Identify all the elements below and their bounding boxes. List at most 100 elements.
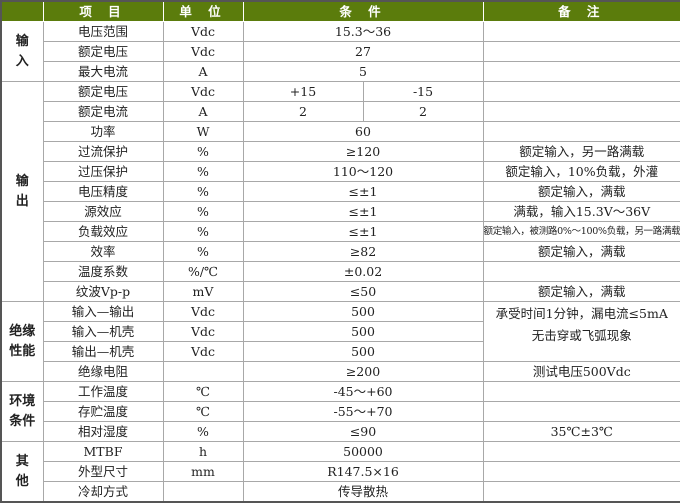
condition: -45～+60 xyxy=(242,381,484,402)
table-row: 绝缘电阻 ≥200 测试电压500Vdc xyxy=(1,361,680,382)
remark xyxy=(482,21,680,42)
condition: 传导散热 xyxy=(242,481,484,503)
item-name: 输入—机壳 xyxy=(42,321,164,342)
condition: -55～+70 xyxy=(242,401,484,422)
item-name: 效率 xyxy=(42,241,164,262)
condition: ≥120 xyxy=(242,141,484,162)
condition: R147.5×16 xyxy=(242,461,484,482)
table-row: 存贮温度 ℃ -55～+70 xyxy=(1,401,680,422)
group-label-text: 绝缘性能 xyxy=(9,323,36,359)
table-row: 其他 MTBF h 50000 xyxy=(0,441,680,503)
table-row: 源效应% ≤±1 满载，输入15.3V～36V xyxy=(1,201,680,222)
remark xyxy=(482,441,680,462)
remark xyxy=(482,101,680,122)
remark: 额定输入，满载 xyxy=(482,281,680,302)
remark-line: 承受时间1分钟，漏电流≤5mA xyxy=(495,306,668,321)
remark: 35℃±3℃ xyxy=(482,421,680,442)
table-row: 输入 电压范围 Vdc 15.3～36 xyxy=(0,21,680,82)
group-label: 输出 xyxy=(0,81,44,302)
item-name: 外型尺寸 xyxy=(42,461,164,482)
remark xyxy=(482,121,680,142)
condition: ≤±1 xyxy=(242,221,484,242)
unit: % xyxy=(162,201,244,222)
header-item: 项 目 xyxy=(42,0,164,22)
table-row: 纹波Vp-p mV ≤50 额定输入，满载 xyxy=(1,281,680,302)
condition: 5 xyxy=(242,61,484,82)
item-name: 输入—输出 xyxy=(42,301,164,322)
group-label-text: 环境条件 xyxy=(9,393,36,429)
table-row: 负载效应% ≤±1 额定输入，被测路0%～100%负载，另一路满载 xyxy=(1,221,680,242)
condition-2: 2 xyxy=(362,101,484,122)
unit: % xyxy=(162,161,244,182)
item-name: 额定电压 xyxy=(42,41,164,62)
remark-line: 无击穿或飞弧现象 xyxy=(531,328,632,343)
condition: ≤50 xyxy=(242,281,484,302)
remark: 测试电压500Vdc xyxy=(482,361,680,382)
condition: ≥200 xyxy=(242,361,484,382)
remark xyxy=(482,61,680,82)
condition: 2 xyxy=(242,101,364,122)
table-row: 电压精度% ≤±1 额定输入，满载 xyxy=(1,181,680,202)
unit: % xyxy=(162,241,244,262)
unit: A xyxy=(162,61,244,82)
table-row: 冷却方式 传导散热 xyxy=(1,481,680,503)
condition: 15.3～36 xyxy=(242,21,484,42)
item-name: MTBF xyxy=(42,441,164,462)
condition: 27 xyxy=(242,41,484,62)
item-name: 相对湿度 xyxy=(42,421,164,442)
unit: Vdc xyxy=(162,81,244,102)
unit: Vdc xyxy=(162,41,244,62)
condition: 60 xyxy=(242,121,484,142)
table-row: 环境条件 工作温度 ℃ -45～+60 xyxy=(0,381,680,442)
table-row: 最大电流 A 5 xyxy=(1,61,680,82)
item-name: 额定电流 xyxy=(42,101,164,122)
unit: mV xyxy=(162,281,244,302)
table-row: 额定电压 Vdc 27 xyxy=(1,41,680,62)
condition: ±0.02 xyxy=(242,261,484,282)
condition: 500 xyxy=(242,321,484,342)
unit: ℃ xyxy=(162,401,244,422)
item-name: 源效应 xyxy=(42,201,164,222)
unit: ℃ xyxy=(162,381,244,402)
remark xyxy=(482,81,680,102)
remark xyxy=(482,41,680,62)
condition: ≤±1 xyxy=(242,181,484,202)
item-name: 纹波Vp-p xyxy=(42,281,164,302)
remark xyxy=(482,401,680,422)
item-name: 额定电压 xyxy=(42,81,164,102)
unit: Vdc xyxy=(162,341,244,362)
table-row: 过压保护% 110～120 额定输入，10%负载，外灌 xyxy=(1,161,680,182)
table-row: 温度系数 %/℃ ±0.02 xyxy=(1,261,680,282)
unit: % xyxy=(162,221,244,242)
unit: %/℃ xyxy=(162,261,244,282)
unit: W xyxy=(162,121,244,142)
condition-2: -15 xyxy=(362,81,484,102)
item-name: 绝缘电阻 xyxy=(42,361,164,382)
header-condition: 条 件 xyxy=(242,0,484,22)
table-row: 效率% ≥82 额定输入，满载 xyxy=(1,241,680,262)
unit xyxy=(162,361,244,382)
unit xyxy=(162,481,244,503)
condition: ≤±1 xyxy=(242,201,484,222)
remark xyxy=(482,261,680,282)
table-row: 外型尺寸 mm R147.5×16 xyxy=(1,461,680,482)
item-name: 冷却方式 xyxy=(42,481,164,503)
group-label: 输入 xyxy=(0,21,44,82)
unit: A xyxy=(162,101,244,122)
header-row: 项 目 单 位 条 件 备 注 xyxy=(0,0,680,22)
item-name: 电压精度 xyxy=(42,181,164,202)
condition: ≤90 xyxy=(242,421,484,442)
group-label-text: 其他 xyxy=(15,453,29,489)
item-name: 负载效应 xyxy=(42,221,164,242)
item-name: 输出—机壳 xyxy=(42,341,164,362)
condition: 500 xyxy=(242,301,484,322)
condition: 50000 xyxy=(242,441,484,462)
header-remark: 备 注 xyxy=(482,0,680,22)
header-group xyxy=(0,0,44,22)
remark: 额定输入，被测路0%～100%负载，另一路满载 xyxy=(482,221,680,242)
remark xyxy=(482,381,680,402)
condition: 110～120 xyxy=(242,161,484,182)
unit: mm xyxy=(162,461,244,482)
table-row: 过流保护% ≥120 额定输入，另一路满载 xyxy=(1,141,680,162)
